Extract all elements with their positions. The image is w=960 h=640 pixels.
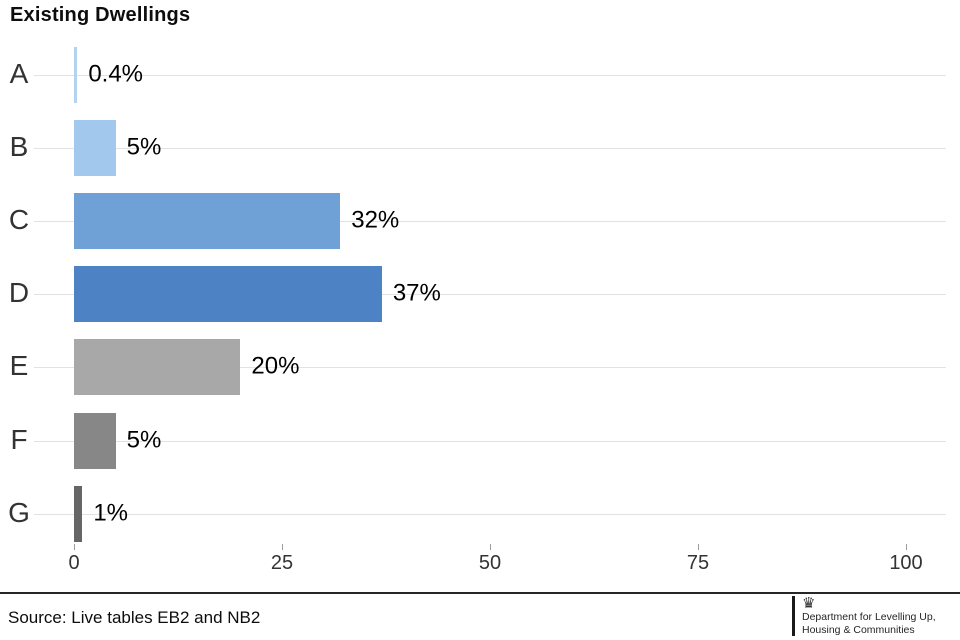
category-gridline	[34, 147, 946, 149]
category-label-c: C	[8, 203, 30, 235]
bar-row-g: G 1%	[0, 477, 960, 550]
source-note: Source: Live tables EB2 and NB2	[8, 608, 261, 627]
tick-mark	[74, 544, 75, 550]
tick-mark	[698, 544, 699, 550]
tick-label: 100	[889, 552, 923, 574]
tick-mark	[490, 544, 491, 550]
tick-label: 50	[478, 552, 502, 574]
category-gridline	[34, 440, 946, 442]
bar-row-a: A 0.4%	[0, 38, 960, 111]
bar-c	[74, 192, 341, 249]
value-label-a: 0.4%	[88, 60, 144, 88]
plot-area: A 0.4% B 5% C 32% D 37% E 20% F 5% G 1%	[0, 38, 960, 551]
category-label-a: A	[9, 57, 29, 89]
category-label-b: B	[9, 130, 29, 162]
bar-a	[74, 46, 78, 103]
logo-vertical-bar	[792, 596, 795, 636]
category-gridline	[34, 513, 946, 515]
x-axis: 0 25 50 75 100	[0, 544, 960, 584]
tick-label: 75	[686, 552, 710, 574]
bar-row-d: D 37%	[0, 258, 960, 331]
bar-d	[74, 266, 382, 323]
bar-row-f: F 5%	[0, 404, 960, 477]
category-label-d: D	[8, 277, 30, 309]
bar-b	[74, 119, 116, 176]
tick-label: 25	[270, 552, 294, 574]
value-label-e: 20%	[251, 352, 300, 380]
category-label-e: E	[9, 350, 29, 382]
bar-row-c: C 32%	[0, 184, 960, 257]
dluhc-logo: ♛ Department for Levelling Up, Housing &…	[792, 596, 936, 636]
tick-label: 0	[68, 552, 80, 574]
bar-row-e: E 20%	[0, 331, 960, 404]
tick-mark	[906, 544, 907, 550]
tick-mark	[282, 544, 283, 550]
bar-row-b: B 5%	[0, 111, 960, 184]
category-gridline	[34, 220, 946, 222]
value-label-d: 37%	[392, 279, 441, 307]
footer-divider	[0, 592, 960, 594]
value-label-g: 1%	[93, 499, 128, 527]
chart-title: Existing Dwellings	[10, 4, 191, 26]
category-label-f: F	[10, 423, 28, 455]
value-label-f: 5%	[126, 426, 162, 454]
category-gridline	[34, 74, 946, 76]
category-gridline	[34, 294, 946, 296]
category-label-g: G	[8, 496, 30, 528]
category-gridline	[34, 367, 946, 369]
logo-text-line2: Housing & Communities	[802, 623, 915, 636]
value-label-c: 32%	[351, 206, 400, 234]
crown-icon: ♛	[802, 595, 816, 612]
value-label-b: 5%	[126, 133, 162, 161]
bar-g	[74, 485, 83, 542]
logo-text-line1: Department for Levelling Up,	[802, 611, 936, 623]
bar-f	[74, 412, 116, 469]
bar-e	[74, 339, 241, 396]
